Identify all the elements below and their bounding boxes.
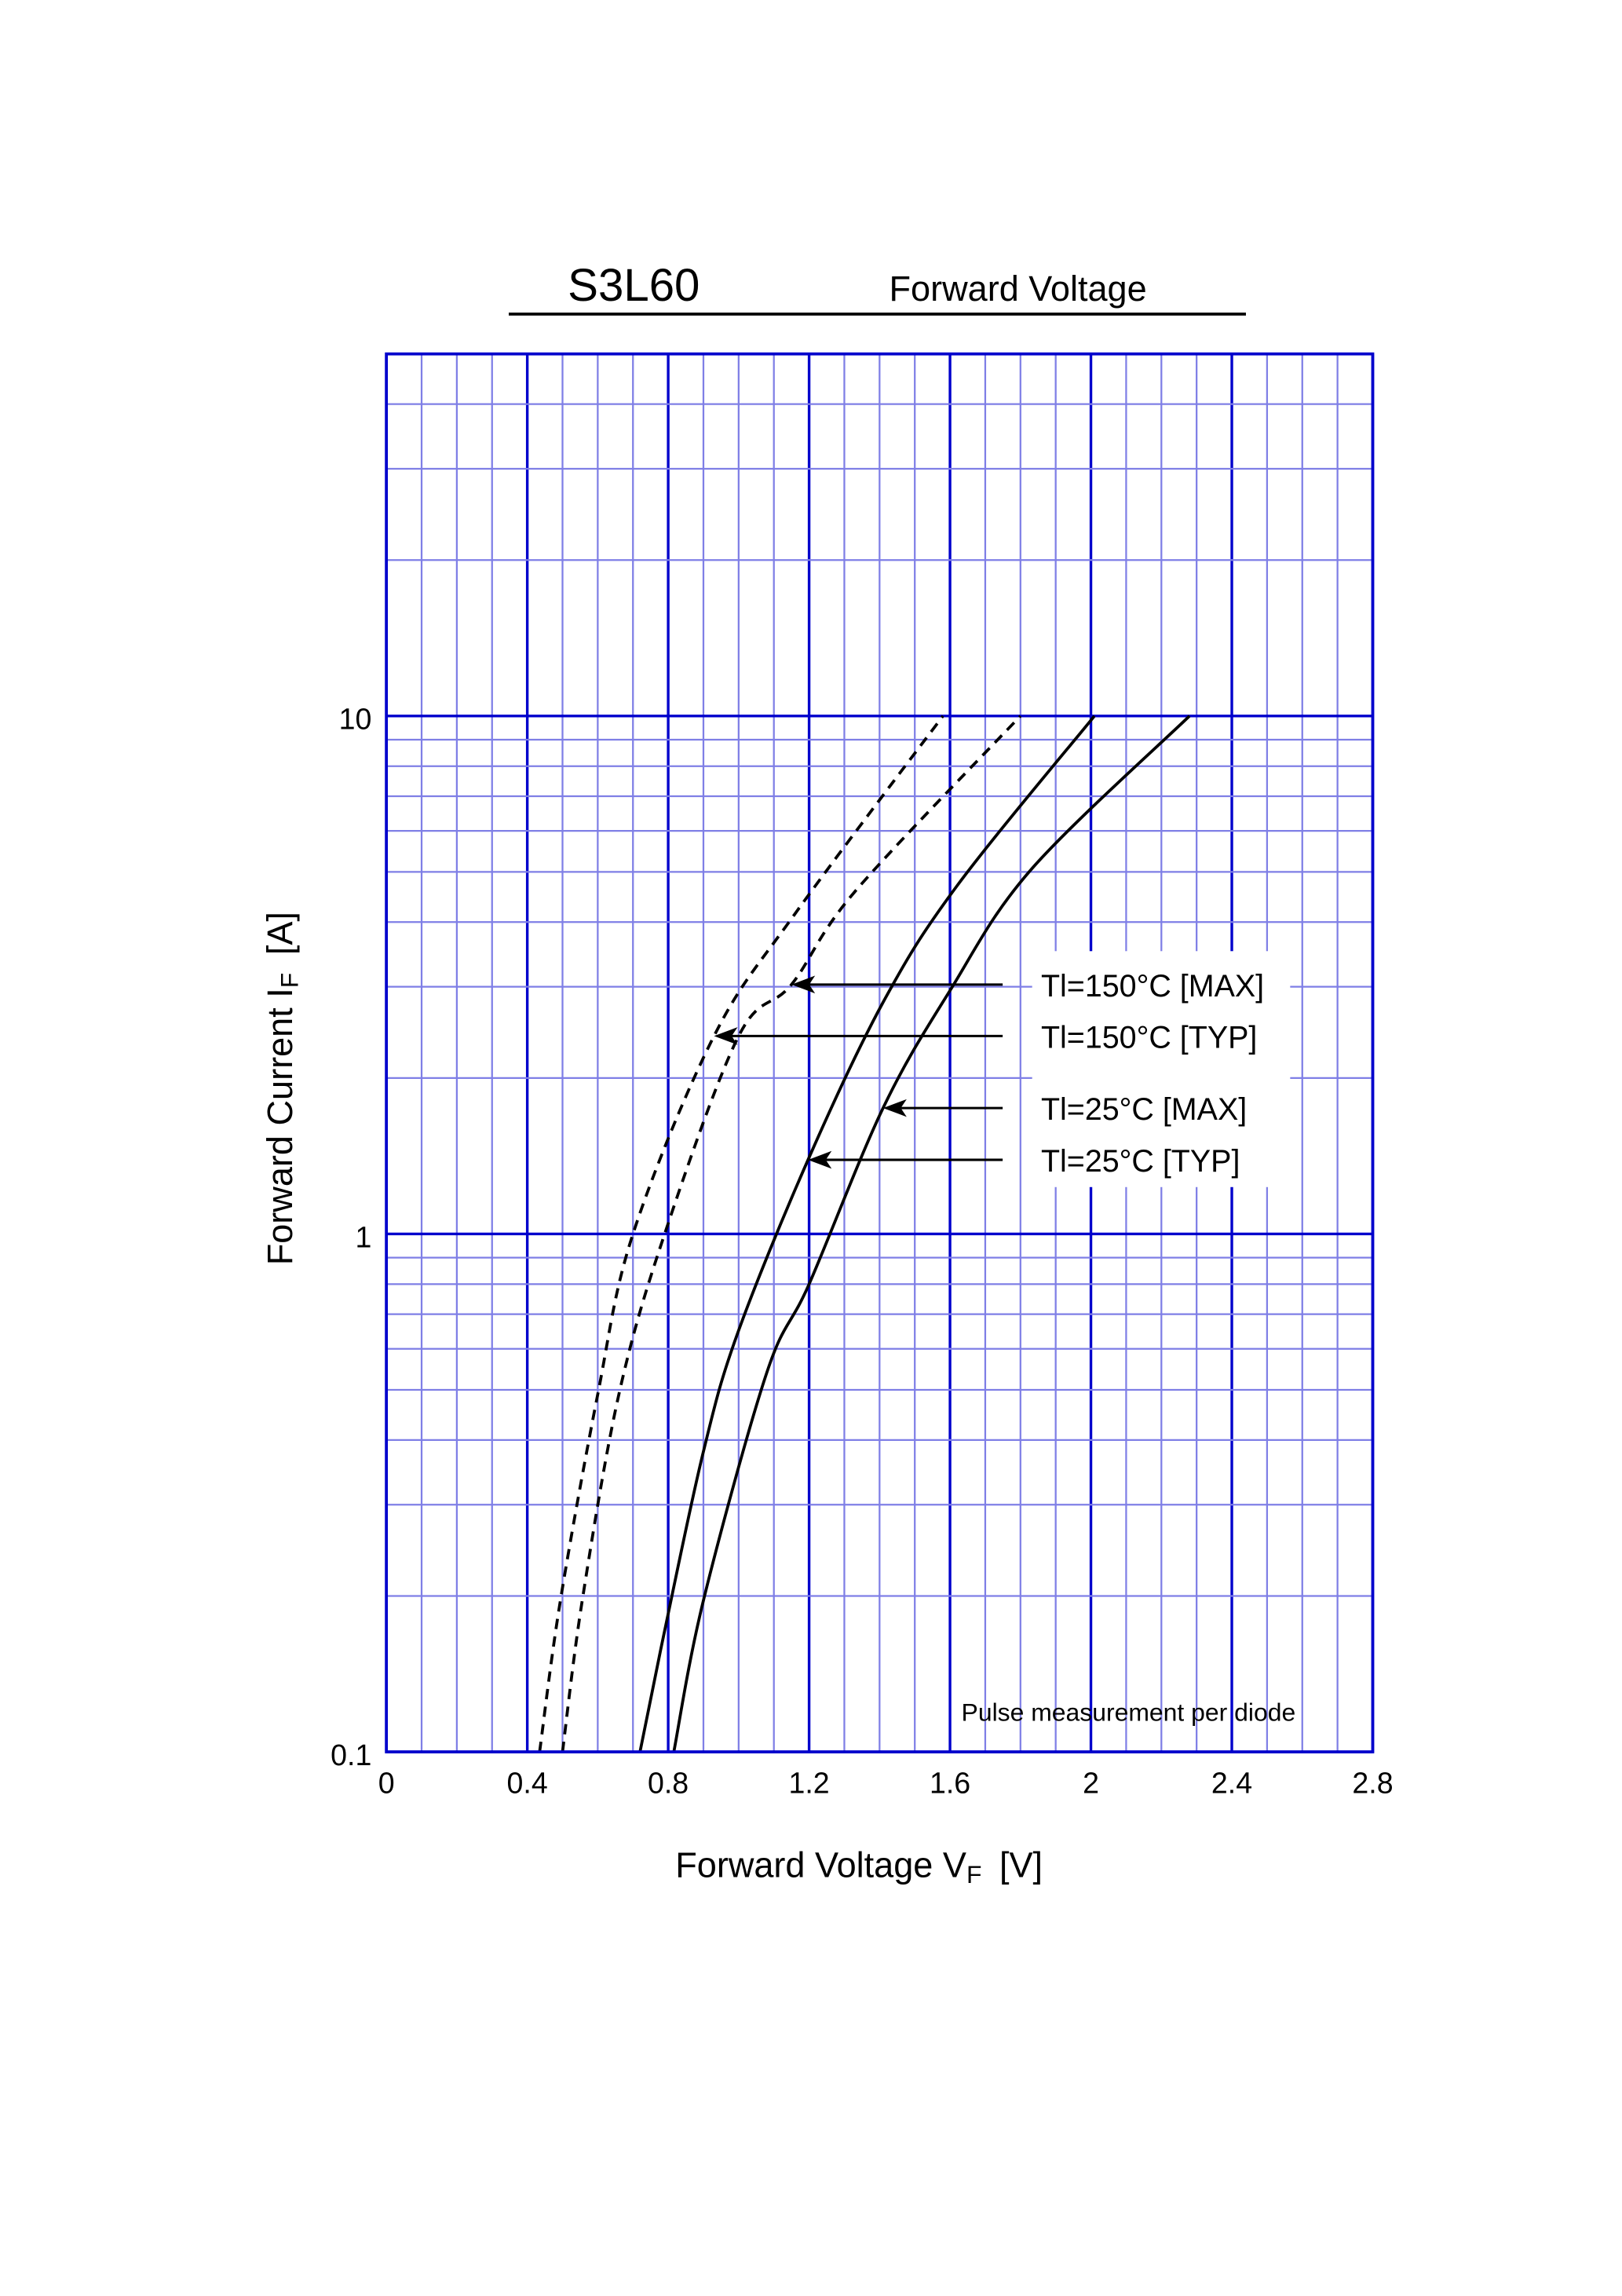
plot-frame <box>385 352 1375 1753</box>
legend-label: Tl=25°C [MAX] <box>1041 1092 1247 1127</box>
series-line-2 <box>638 715 1096 1753</box>
x-tick-label: 0.4 <box>507 1767 548 1800</box>
y-tick-label: 1 <box>355 1220 371 1253</box>
x-tick-label: 1.2 <box>788 1767 829 1800</box>
series-line-1 <box>561 715 1022 1753</box>
arrowhead-icon <box>882 1099 907 1117</box>
arrowhead-icon <box>714 1027 738 1045</box>
y-tick-label: 10 <box>339 703 372 736</box>
legend-label: Tl=25°C [TYP] <box>1041 1144 1240 1179</box>
legend-label: Tl=150°C [TYP] <box>1041 1020 1257 1055</box>
series-line-3 <box>672 715 1191 1753</box>
chart-title: S3L60 <box>568 260 700 311</box>
legend: Tl=150°C [MAX] Tl=150°C [TYP] Tl=25°C [MAX… <box>714 951 1291 1187</box>
x-tick-label: 2.4 <box>1211 1767 1252 1800</box>
arrowhead-icon <box>808 1150 832 1169</box>
x-tick-label: 2 <box>1083 1767 1099 1800</box>
x-axis-label: Forward Voltage VF [V] <box>675 1845 1043 1889</box>
tick-labels: 0 0.4 0.8 1.2 1.6 2 2.4 2.8 0.1 1 10 <box>331 703 1393 1800</box>
y-axis-label: Forward Current IF[A] <box>260 912 304 1265</box>
legend-background <box>1032 951 1291 1187</box>
arrowhead-icon <box>791 975 816 994</box>
x-tick-label: 0 <box>378 1767 395 1800</box>
series-line-0 <box>538 715 944 1753</box>
annotation: Pulse measurement per diode <box>962 1698 1296 1727</box>
curves <box>538 715 1191 1753</box>
x-tick-label: 0.8 <box>648 1767 689 1800</box>
y-tick-label: 0.1 <box>331 1738 371 1771</box>
legend-label: Tl=150°C [MAX] <box>1041 969 1264 1004</box>
x-tick-label: 1.6 <box>930 1767 970 1800</box>
x-tick-label: 2.8 <box>1352 1767 1393 1800</box>
chart-subtitle: Forward Voltage <box>890 269 1147 309</box>
